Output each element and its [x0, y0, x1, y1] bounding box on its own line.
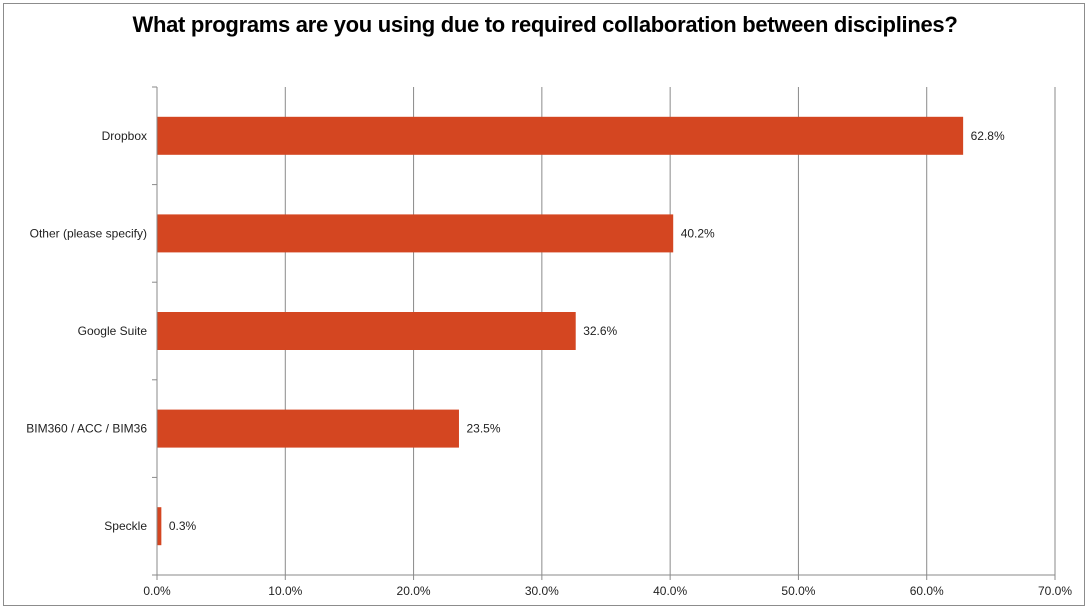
data-label: 23.5% [466, 422, 500, 436]
category-label: Speckle [104, 519, 147, 533]
bar [157, 409, 459, 448]
x-tick-label: 30.0% [525, 584, 559, 598]
data-label: 62.8% [971, 129, 1005, 143]
category-label: Other (please specify) [30, 226, 147, 240]
bar [157, 116, 964, 155]
bar [157, 312, 576, 350]
category-label: Google Suite [78, 324, 148, 338]
x-tick-label: 60.0% [910, 584, 944, 598]
category-label: BIM360 / ACC / BIM36 [26, 422, 147, 436]
x-tick-label: 40.0% [653, 584, 687, 598]
data-label: 32.6% [583, 324, 617, 338]
chart-frame [3, 3, 1085, 606]
labels: 0.0% 10.0% 20.0% 30.0% 40.0% 50.0% 60.0% 70.0% D… [26, 129, 1072, 598]
x-tick-label: 50.0% [781, 584, 815, 598]
bars [157, 116, 964, 546]
x-tick-label: 70.0% [1038, 584, 1072, 598]
data-label: 0.3% [169, 519, 197, 533]
x-tick-label: 0.0% [143, 584, 171, 598]
axes [152, 86, 1056, 580]
data-label: 40.2% [681, 226, 715, 240]
bar [157, 507, 162, 546]
x-tick-label: 20.0% [397, 584, 431, 598]
chart-title: What programs are you using due to requi… [132, 12, 958, 37]
category-label: Dropbox [102, 129, 147, 143]
x-tick-label: 10.0% [268, 584, 302, 598]
bar [157, 214, 674, 253]
